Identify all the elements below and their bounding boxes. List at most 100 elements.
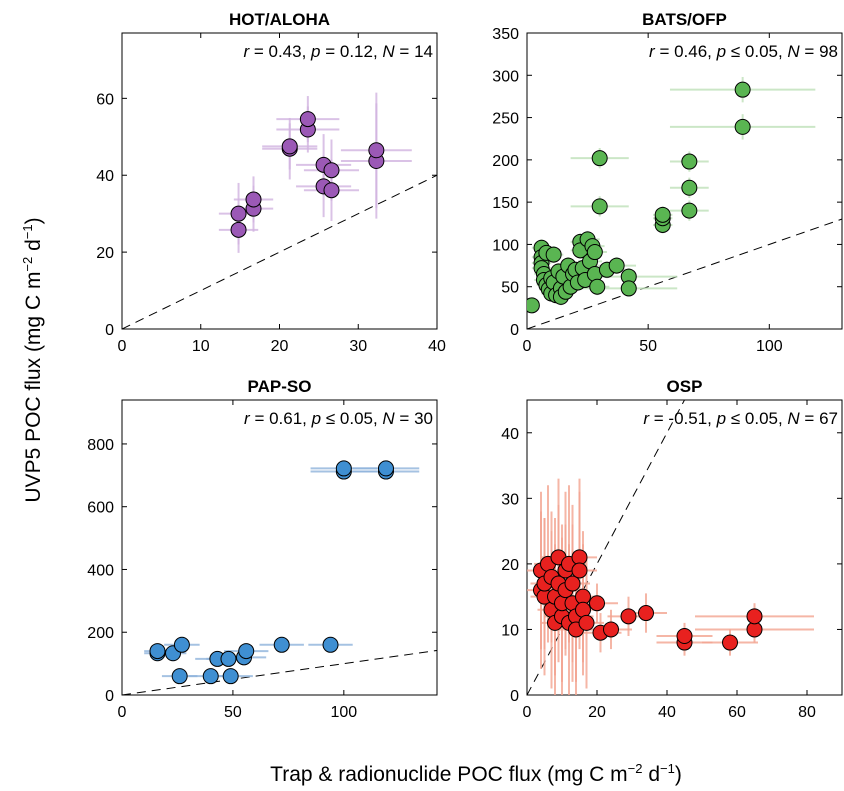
y-tick-label: 40 (501, 426, 519, 443)
data-point (238, 643, 255, 660)
y-tick-label: 250 (492, 111, 519, 128)
y-tick-label: 0 (510, 322, 519, 339)
y-tick-label: 350 (492, 26, 519, 43)
data-point (638, 605, 654, 622)
x-tick-label: 40 (428, 338, 446, 355)
data-point (571, 562, 588, 579)
x-tick-label: 40 (658, 704, 676, 721)
y-axis-label: UVP5 POC flux (mg C m−2 d−1) (20, 217, 45, 502)
data-point (281, 138, 298, 155)
data-point (676, 628, 693, 644)
data-point (654, 206, 671, 223)
y-tick-label: 10 (501, 622, 519, 639)
stats-annotation: r = 0.43, p = 0.12, N = 14 (243, 42, 433, 61)
y-tick-label: 800 (87, 437, 114, 454)
x-tick-label: 20 (271, 338, 289, 355)
data-point (299, 111, 316, 128)
data-point (734, 118, 751, 135)
data-point (620, 280, 637, 297)
x-tick-label: 20 (588, 704, 606, 721)
data-point (746, 608, 763, 625)
plot-frame (526, 32, 843, 330)
x-tick-label: 50 (224, 704, 242, 721)
data-point (527, 297, 540, 314)
panel-1: BATS/OFP 0 50 100 0 50 100 150 200 250 300 350 r = 0… (492, 10, 843, 355)
data-point (323, 162, 340, 179)
y-tick-label: 400 (87, 562, 114, 579)
data-point (220, 650, 237, 667)
x-tick-label: 30 (349, 338, 367, 355)
data-point (575, 601, 591, 618)
data-point (222, 668, 239, 685)
data-point (273, 636, 290, 653)
y-tick-label: 0 (105, 688, 114, 705)
x-tick-label: 100 (330, 704, 357, 721)
y-tick-label: 150 (492, 195, 519, 212)
x-tick-label: 0 (118, 704, 127, 721)
x-tick-label: 50 (639, 338, 657, 355)
y-tick-label: 300 (492, 68, 519, 85)
one-to-one-line (122, 174, 437, 329)
x-tick-label: 60 (728, 704, 746, 721)
y-tick-label: 200 (87, 625, 114, 642)
data-point (608, 257, 625, 274)
y-tick-label: 40 (96, 168, 114, 185)
data-point (591, 150, 608, 167)
y-tick-label: 20 (501, 557, 519, 574)
points (533, 549, 763, 651)
data-point (681, 179, 698, 196)
data-point (545, 246, 562, 263)
data-point (323, 182, 340, 199)
data-point (377, 460, 394, 477)
stats-annotation: r = -0.51, p ≤ 0.05, N = 67 (643, 409, 838, 428)
data-point (171, 668, 188, 685)
data-point (681, 202, 698, 219)
data-point (578, 614, 595, 631)
x-tick-label: 0 (118, 338, 127, 355)
x-tick-label: 10 (192, 338, 210, 355)
y-tick-label: 0 (105, 322, 114, 339)
y-tick-label: 30 (501, 491, 519, 508)
panel-2: PAP-SO 0 50 100 0 200 400 600 800 r = 0.61, p ≤ 0… (87, 377, 438, 721)
y-tick-label: 200 (492, 153, 519, 170)
data-point (368, 142, 385, 159)
data-point (589, 595, 605, 612)
data-point (620, 608, 637, 625)
panel-title: HOT/ALOHA (229, 10, 330, 29)
x-tick-label: 100 (756, 338, 783, 355)
x-tick-label: 0 (523, 704, 532, 721)
panel-title: BATS/OFP (642, 10, 727, 29)
panel-title: OSP (667, 377, 703, 396)
y-tick-label: 50 (501, 280, 519, 297)
y-tick-label: 100 (492, 237, 519, 254)
y-tick-label: 600 (87, 500, 114, 517)
data-point (734, 81, 751, 98)
data-point (202, 668, 219, 685)
data-point (149, 643, 166, 660)
panel-0: HOT/ALOHA 0 10 20 30 40 0 20 40 60 r = 0.43, p = 0… (96, 10, 446, 355)
x-tick-label: 80 (798, 704, 816, 721)
panel-title: PAP-SO (248, 377, 312, 396)
y-tick-label: 0 (510, 688, 519, 705)
points (149, 460, 394, 685)
data-point (335, 460, 352, 477)
y-tick-label: 20 (96, 245, 114, 262)
data-point (722, 634, 738, 651)
data-point (603, 621, 619, 638)
points (230, 111, 385, 238)
stats-annotation: r = 0.46, p ≤ 0.05, N = 98 (649, 42, 838, 61)
data-point (564, 575, 581, 592)
x-axis-label: Trap & radionuclide POC flux (mg C m−2 d… (270, 761, 682, 786)
data-point (589, 278, 606, 295)
data-point (681, 153, 698, 170)
data-point (591, 198, 608, 215)
data-point (230, 205, 247, 222)
points (527, 81, 751, 314)
data-point (322, 636, 339, 653)
data-point (230, 221, 247, 238)
plot-frame (121, 32, 438, 330)
data-point (173, 636, 190, 653)
panel-3: OSP 0 20 40 60 80 0 10 20 30 40 r = -0.51, p ≤ 0.05… (501, 377, 843, 721)
